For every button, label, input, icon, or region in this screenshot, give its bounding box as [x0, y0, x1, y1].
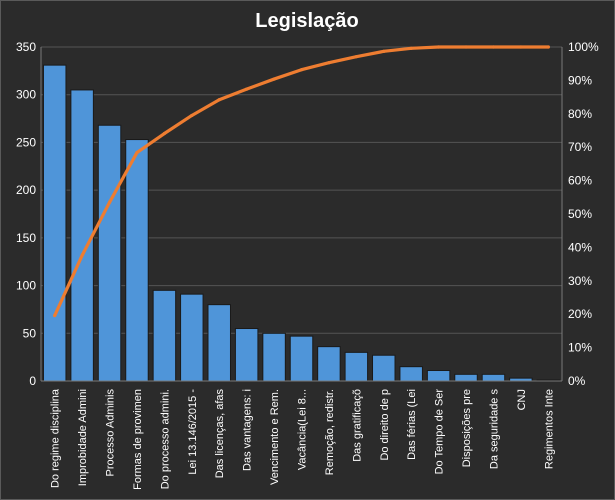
bar [207, 304, 231, 382]
line-point [491, 45, 496, 49]
bar [481, 373, 506, 382]
y2-tick-label: 70% [568, 140, 592, 154]
y2-tick-label: 90% [568, 73, 592, 87]
y2-tick-label: 60% [568, 174, 592, 188]
bar [180, 293, 204, 382]
x-tick-label: Do regime disciplina [50, 388, 62, 488]
bar [372, 354, 396, 382]
line-point [190, 113, 194, 118]
bar [262, 332, 286, 382]
y2-tick-label: 40% [568, 240, 592, 254]
x-tick-label: Processo Adminis [105, 389, 117, 477]
y-tick-label: 100 [16, 279, 36, 293]
line-point [464, 45, 468, 49]
y-tick-label: 350 [16, 40, 36, 54]
y2-tick-label: 0% [568, 374, 586, 388]
y2-tick-label: 100% [568, 40, 599, 54]
x-tick-label: Improbidade Admini [77, 389, 89, 486]
line-point [107, 200, 112, 204]
y2-tick-label: 80% [568, 107, 592, 121]
bar [289, 335, 314, 382]
axes: 0 50 100 150 200 250 300 350 0% 10% 20% 30% 40% 50% 60… [16, 40, 599, 490]
x-tick-label: Vencimento e Rem. [269, 389, 281, 485]
cumulative-line-series [53, 45, 550, 318]
bar [399, 366, 423, 382]
bar [70, 89, 94, 382]
line-point [299, 68, 304, 72]
bar [97, 124, 122, 382]
bar [344, 351, 369, 382]
line-point [327, 61, 331, 65]
x-tick-label: Lei 13.146/2015 - [187, 389, 199, 475]
y2-tick-label: 50% [568, 207, 592, 221]
y-tick-label: 150 [16, 231, 36, 245]
x-tick-label: Das férias (Lei [406, 389, 418, 460]
line-point [217, 98, 221, 102]
x-tick-label: Das vantagens: i [242, 389, 254, 471]
y-tick-label: 0 [29, 374, 36, 388]
line-point [80, 253, 84, 258]
x-tick-label: CNJ [516, 389, 528, 410]
line-point [272, 77, 276, 81]
y2-tick-label: 10% [568, 341, 592, 355]
y-tick-label: 250 [16, 135, 36, 149]
x-tick-label: Da seguridade s [488, 389, 500, 470]
y2-tick-label: 20% [568, 307, 592, 321]
bar [152, 289, 177, 382]
x-tick-label: Das licenças, afas [214, 389, 226, 479]
line-point [546, 45, 550, 49]
y-tick-label: 300 [16, 88, 36, 102]
bar [42, 64, 67, 382]
line-point [382, 49, 386, 53]
bar [125, 139, 149, 382]
x-tick-label: Das gratificaçõ [351, 389, 363, 462]
line-point [162, 131, 166, 136]
y-tick-label: 50 [23, 326, 37, 340]
line-point [53, 313, 57, 318]
x-tick-label: Regimentos Inte [543, 389, 555, 469]
x-tick-label: Vacância(Lei 8... [297, 389, 309, 470]
chart-title: Legislação [255, 10, 358, 32]
line-point [409, 46, 413, 50]
line-point [245, 87, 249, 91]
x-tick-label: Do processo admini. [159, 389, 171, 489]
line-point [135, 150, 139, 155]
bar [454, 373, 478, 382]
x-tick-label: Disposições pre [461, 389, 473, 467]
line-point [354, 55, 358, 59]
x-tick-label: Do direito de p [379, 389, 391, 461]
x-tick-label: Do Tempo de Ser [434, 389, 446, 475]
x-tick-label: Formas de provimen [132, 389, 144, 490]
bar [317, 346, 341, 382]
y-tick-label: 200 [16, 183, 36, 197]
bar [234, 328, 259, 382]
y2-tick-label: 30% [568, 274, 592, 288]
line-point [519, 45, 523, 49]
x-tick-label: Remoção, redistr. [324, 389, 336, 475]
bar [426, 370, 451, 382]
line-point [437, 45, 441, 49]
